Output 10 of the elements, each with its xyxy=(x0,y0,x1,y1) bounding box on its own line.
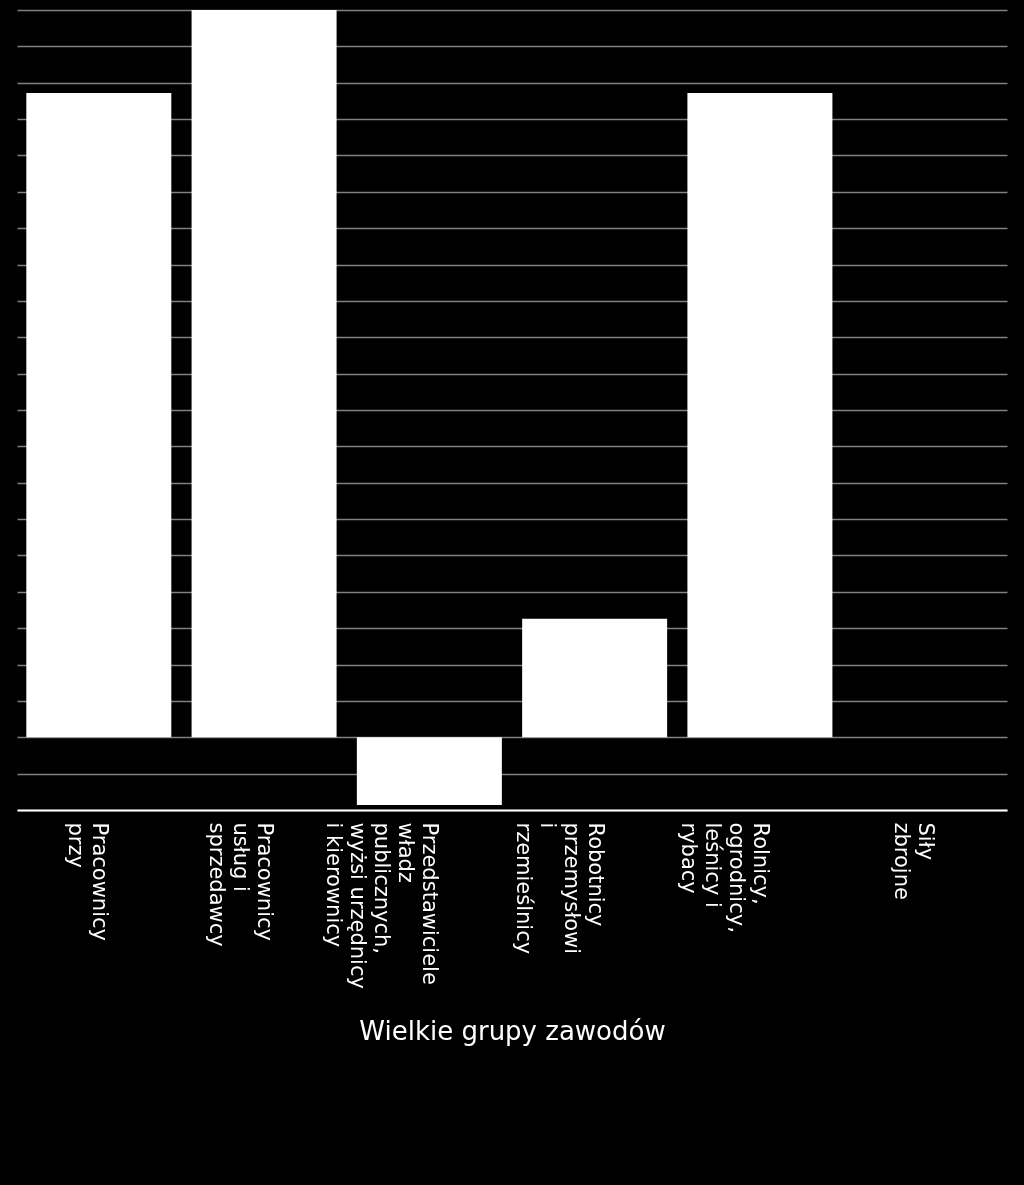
x-tick-label: Siły zbrojne xyxy=(890,822,939,900)
bar xyxy=(191,10,337,738)
bar xyxy=(522,618,668,738)
x-axis-title: Wielkie grupy zawodów xyxy=(359,1015,666,1046)
bar xyxy=(26,92,172,738)
x-tick-label: Rolnicy, ogrodnicy, leśnicy i rybacy xyxy=(676,822,773,933)
bar xyxy=(356,737,502,805)
bar xyxy=(687,92,833,738)
x-tick-label: Pracownicy usług i sprzedawcy xyxy=(205,822,278,947)
x-tick-label: Pracownicy przy xyxy=(63,822,112,941)
